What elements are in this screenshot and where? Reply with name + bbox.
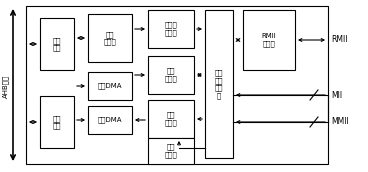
Text: 总线
接口: 总线 接口 (53, 37, 61, 51)
Text: 介质
访问
控制
器: 介质 访问 控制 器 (215, 69, 223, 99)
Bar (88, 72, 132, 100)
Text: 接收
缓冲区: 接收 缓冲区 (164, 112, 177, 126)
Text: 控制
寄存器: 控制 寄存器 (104, 31, 116, 45)
Bar (148, 138, 194, 164)
Text: MMII: MMII (331, 117, 349, 126)
Bar (243, 10, 295, 70)
Bar (40, 18, 74, 70)
Text: RMII: RMII (331, 35, 347, 45)
Bar (148, 10, 194, 48)
Bar (40, 96, 74, 148)
Bar (148, 100, 194, 138)
Text: 接收
过滤器: 接收 过滤器 (164, 144, 177, 158)
Text: 接收DMA: 接收DMA (98, 117, 122, 123)
Text: RMII
适配器: RMII 适配器 (262, 33, 276, 47)
Bar (148, 56, 194, 94)
Bar (88, 106, 132, 134)
Text: 发送
缓冲区: 发送 缓冲区 (164, 68, 177, 82)
Text: AHB总线: AHB总线 (3, 74, 9, 98)
Text: 发送DMA: 发送DMA (98, 83, 122, 89)
Bar (205, 10, 233, 158)
Bar (26, 6, 328, 164)
Text: MII: MII (331, 90, 342, 99)
Text: 发送流
量控制: 发送流 量控制 (164, 22, 177, 36)
Bar (88, 14, 132, 62)
Text: 总线
接口: 总线 接口 (53, 115, 61, 129)
